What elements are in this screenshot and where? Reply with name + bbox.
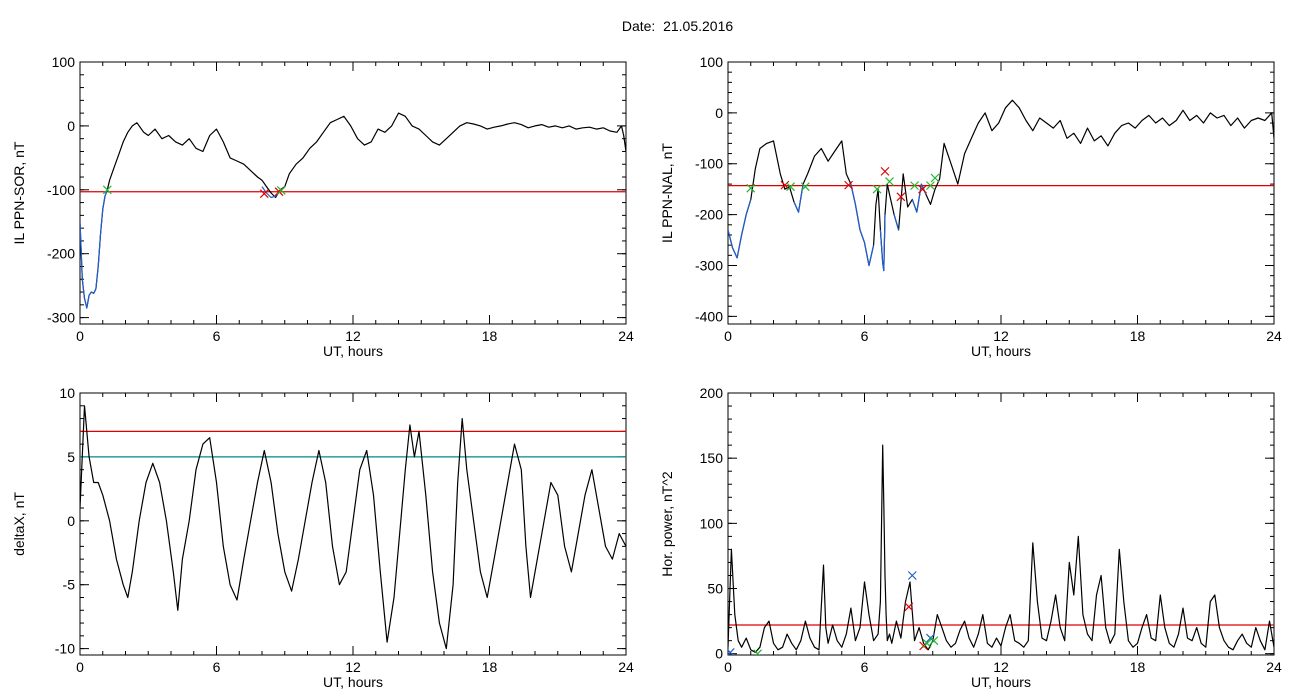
cross-marker (929, 636, 939, 646)
y-tick-label: 150 (700, 450, 724, 466)
chart-il-nal: 0 6 12 18 24 100 0 -100 -200 -300 -400 UT, hours IL … (659, 54, 1282, 359)
series-line (80, 112, 626, 309)
y-tick-label: 100 (52, 54, 76, 70)
x-axis-label: UT, hours (971, 674, 1031, 690)
y-tick-label: 100 (700, 515, 724, 531)
x-tick-label: 6 (861, 659, 869, 675)
series-line (80, 189, 108, 309)
cross-marker (926, 181, 935, 191)
x-tick-label: 12 (345, 659, 361, 675)
plot-frame (79, 61, 627, 325)
cross-marker (102, 185, 112, 195)
cross-marker (728, 647, 735, 655)
y-axis-label: Hor. power, nT^2 (659, 471, 675, 577)
y-tick-label: 10 (59, 385, 75, 401)
x-axis-label: UT, hours (323, 343, 383, 359)
cross-marker (274, 187, 284, 197)
x-tick-label: 18 (1130, 659, 1146, 675)
series-line (728, 199, 752, 259)
y-tick-label: 200 (700, 385, 724, 401)
y-tick-label: -300 (695, 257, 723, 273)
series-line (80, 405, 626, 650)
chart-il-sor: 0 6 12 18 24 100 0 -100 -200 -300 UT, hours IL PPN-… (11, 54, 634, 359)
y-tick-label: -400 (695, 308, 723, 324)
cross-marker (780, 180, 790, 190)
y-tick-label: -200 (47, 246, 75, 262)
y-tick-label: -100 (47, 182, 75, 198)
y-tick-label: -200 (695, 207, 723, 223)
cross-marker (276, 186, 286, 195)
cross-marker (746, 183, 756, 193)
y-tick-label: -10 (55, 641, 75, 657)
cross-marker (910, 181, 919, 191)
cross-marker (786, 182, 795, 192)
x-tick-label: 12 (993, 659, 1009, 675)
x-tick-label: 12 (345, 328, 361, 344)
cross-marker (907, 571, 917, 580)
cross-marker (885, 177, 894, 186)
cross-marker (872, 184, 882, 194)
series-line (850, 183, 875, 267)
series-line (893, 214, 900, 231)
cross-marker (844, 180, 853, 190)
cross-marker (922, 638, 932, 648)
cross-marker (930, 173, 940, 183)
x-tick-label: 24 (618, 328, 634, 344)
x-tick-label: 6 (213, 659, 221, 675)
series-line (793, 184, 804, 213)
chart-hor-power: 0 6 12 18 24 200 150 100 50 0 UT, hours Hor. power,… (659, 385, 1282, 690)
series-line (728, 99, 1274, 272)
cross-marker (896, 192, 906, 202)
plot-area (728, 99, 1274, 272)
x-tick-label: 6 (861, 328, 869, 344)
y-tick-label: 0 (715, 646, 723, 662)
plot-area (80, 112, 626, 309)
y-tick-label: -100 (695, 156, 723, 172)
x-tick-label: 0 (76, 659, 84, 675)
y-axis-label: IL PPN-SOR, nT (11, 141, 27, 244)
plot-area (80, 405, 626, 650)
cross-marker (880, 166, 890, 176)
series-line (728, 444, 1274, 654)
y-tick-label: 5 (67, 449, 75, 465)
x-tick-label: 24 (618, 659, 634, 675)
x-tick-label: 18 (1130, 328, 1146, 344)
y-axis-label: IL PPN-NAL, nT (659, 143, 675, 243)
y-tick-label: 100 (700, 54, 724, 70)
y-tick-label: 50 (707, 581, 723, 597)
chart-deltax: 0 6 12 18 24 10 5 0 -5 -10 UT, hours deltaX, nT (11, 385, 634, 690)
x-axis-label: UT, hours (323, 674, 383, 690)
x-tick-label: 24 (1266, 328, 1282, 344)
plot-frame (727, 61, 1275, 325)
y-tick-label: 0 (67, 513, 75, 529)
x-tick-label: 18 (482, 328, 498, 344)
x-tick-label: 6 (213, 328, 221, 344)
plot-frame (727, 392, 1275, 656)
x-tick-label: 0 (724, 328, 732, 344)
cross-marker (800, 182, 810, 192)
x-tick-label: 24 (1266, 659, 1282, 675)
series-line (879, 214, 886, 272)
x-axis-label: UT, hours (971, 343, 1031, 359)
cross-marker (753, 649, 762, 655)
y-tick-label: 0 (67, 118, 75, 134)
x-tick-label: 12 (993, 328, 1009, 344)
y-tick-label: -300 (47, 310, 75, 326)
y-axis-label: deltaX, nT (11, 492, 27, 556)
y-tick-label: 0 (715, 105, 723, 121)
x-tick-label: 0 (724, 659, 732, 675)
x-tick-label: 18 (482, 659, 498, 675)
plot-area (728, 444, 1274, 655)
x-tick-label: 0 (76, 328, 84, 344)
cross-marker (259, 189, 269, 199)
series-line (911, 183, 927, 213)
cross-marker (918, 184, 927, 194)
cross-marker (904, 602, 914, 612)
page-title: Date: 21.05.2016 (621, 18, 734, 34)
y-tick-label: -5 (63, 577, 76, 593)
